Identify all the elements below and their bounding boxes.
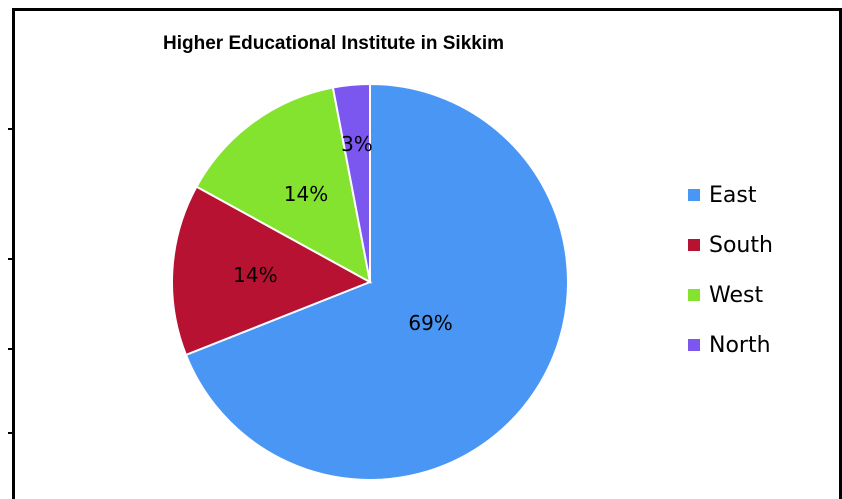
pie-slice-south [171, 185, 373, 357]
frame-border-top [12, 8, 842, 11]
frame-tick [8, 128, 12, 130]
legend-item-east: East [688, 170, 773, 220]
legend-label-north: North [709, 332, 771, 358]
legend-item-west: West [688, 270, 773, 320]
legend-swatch-west [688, 289, 700, 301]
frame-tick [8, 258, 12, 260]
legend-label-west: West [709, 282, 764, 308]
frame-border-right [839, 8, 842, 499]
frame-tick [8, 348, 12, 350]
pie-slice-east [184, 82, 569, 481]
frame-tick [8, 432, 12, 434]
pie-slice-west [195, 86, 372, 284]
legend-swatch-south [688, 239, 700, 251]
legend-swatch-north [688, 339, 700, 351]
legend-item-south: South [688, 220, 773, 270]
legend-label-south: South [709, 232, 773, 258]
legend-item-north: North [688, 320, 773, 370]
frame-border-left [12, 8, 15, 499]
legend: East South West North [688, 170, 773, 370]
slice-label-north: 3% [341, 132, 373, 156]
slice-label-east: 69% [408, 311, 452, 335]
slice-label-south: 14% [233, 263, 277, 287]
legend-label-east: East [709, 182, 757, 208]
chart-title: Higher Educational Institute in Sikkim [163, 33, 504, 54]
legend-swatch-east [688, 189, 700, 201]
pie-slice-north [331, 82, 371, 283]
slice-label-west: 14% [284, 182, 328, 206]
